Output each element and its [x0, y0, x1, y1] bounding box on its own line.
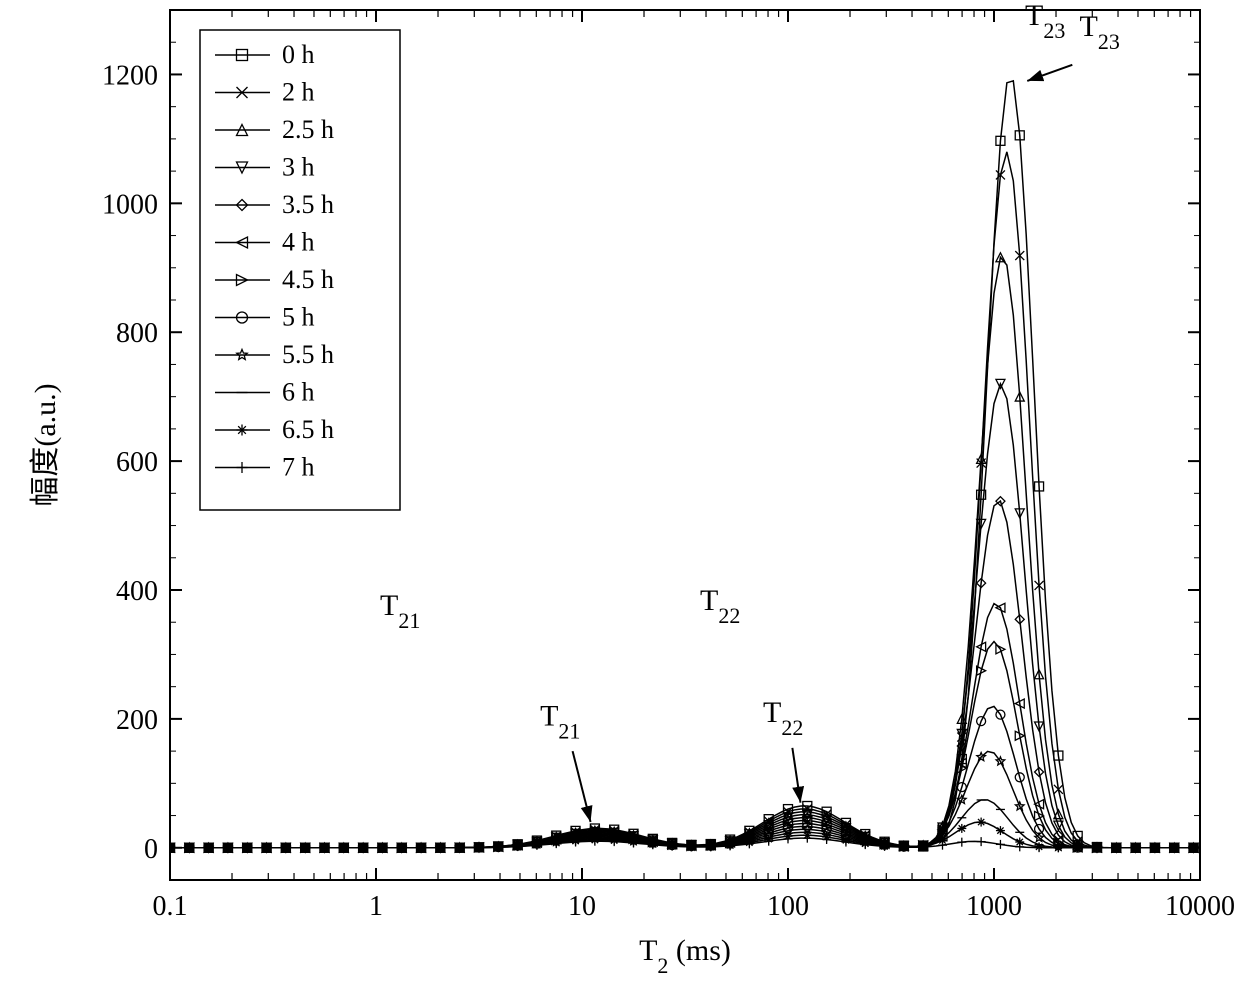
svg-text:6 h: 6 h	[282, 378, 315, 407]
svg-text:600: 600	[116, 447, 158, 478]
svg-text:2 h: 2 h	[282, 78, 315, 107]
svg-text:1000: 1000	[102, 189, 158, 220]
svg-text:1000: 1000	[966, 891, 1022, 922]
svg-text:1200: 1200	[102, 60, 158, 91]
svg-text:4 h: 4 h	[282, 228, 315, 257]
svg-text:800: 800	[116, 318, 158, 349]
svg-text:0: 0	[144, 834, 158, 865]
svg-text:3.5 h: 3.5 h	[282, 190, 334, 219]
svg-text:0.1: 0.1	[153, 891, 188, 922]
svg-text:T23: T23	[1079, 10, 1119, 54]
svg-text:6.5 h: 6.5 h	[282, 415, 334, 444]
svg-text:100: 100	[767, 891, 809, 922]
svg-text:10000: 10000	[1165, 891, 1235, 922]
svg-text:幅度(a.u.): 幅度(a.u.)	[29, 383, 62, 506]
svg-text:3 h: 3 h	[282, 153, 315, 182]
svg-text:1: 1	[369, 891, 383, 922]
svg-text:0 h: 0 h	[282, 40, 315, 69]
svg-text:T22: T22	[763, 696, 803, 740]
svg-text:T21: T21	[540, 699, 580, 743]
svg-text:T2 (ms): T2 (ms)	[639, 934, 731, 978]
svg-text:5 h: 5 h	[282, 303, 315, 332]
svg-text:2.5 h: 2.5 h	[282, 115, 334, 144]
chart-container: 0.1 1 10 100 1000 10000 0 200 400 600 800 1000 1200 T…	[0, 0, 1240, 1006]
svg-text:5.5 h: 5.5 h	[282, 340, 334, 369]
svg-text:T21: T21	[380, 589, 420, 633]
nmr-t2-chart: 0.1 1 10 100 1000 10000 0 200 400 600 800 1000 1200 T…	[0, 0, 1240, 1006]
svg-text:4.5 h: 4.5 h	[282, 265, 334, 294]
svg-text:T23: T23	[1025, 0, 1065, 43]
svg-text:400: 400	[116, 576, 158, 607]
svg-text:T22: T22	[700, 584, 740, 628]
svg-text:10: 10	[568, 891, 596, 922]
svg-text:7 h: 7 h	[282, 453, 315, 482]
svg-text:200: 200	[116, 705, 158, 736]
